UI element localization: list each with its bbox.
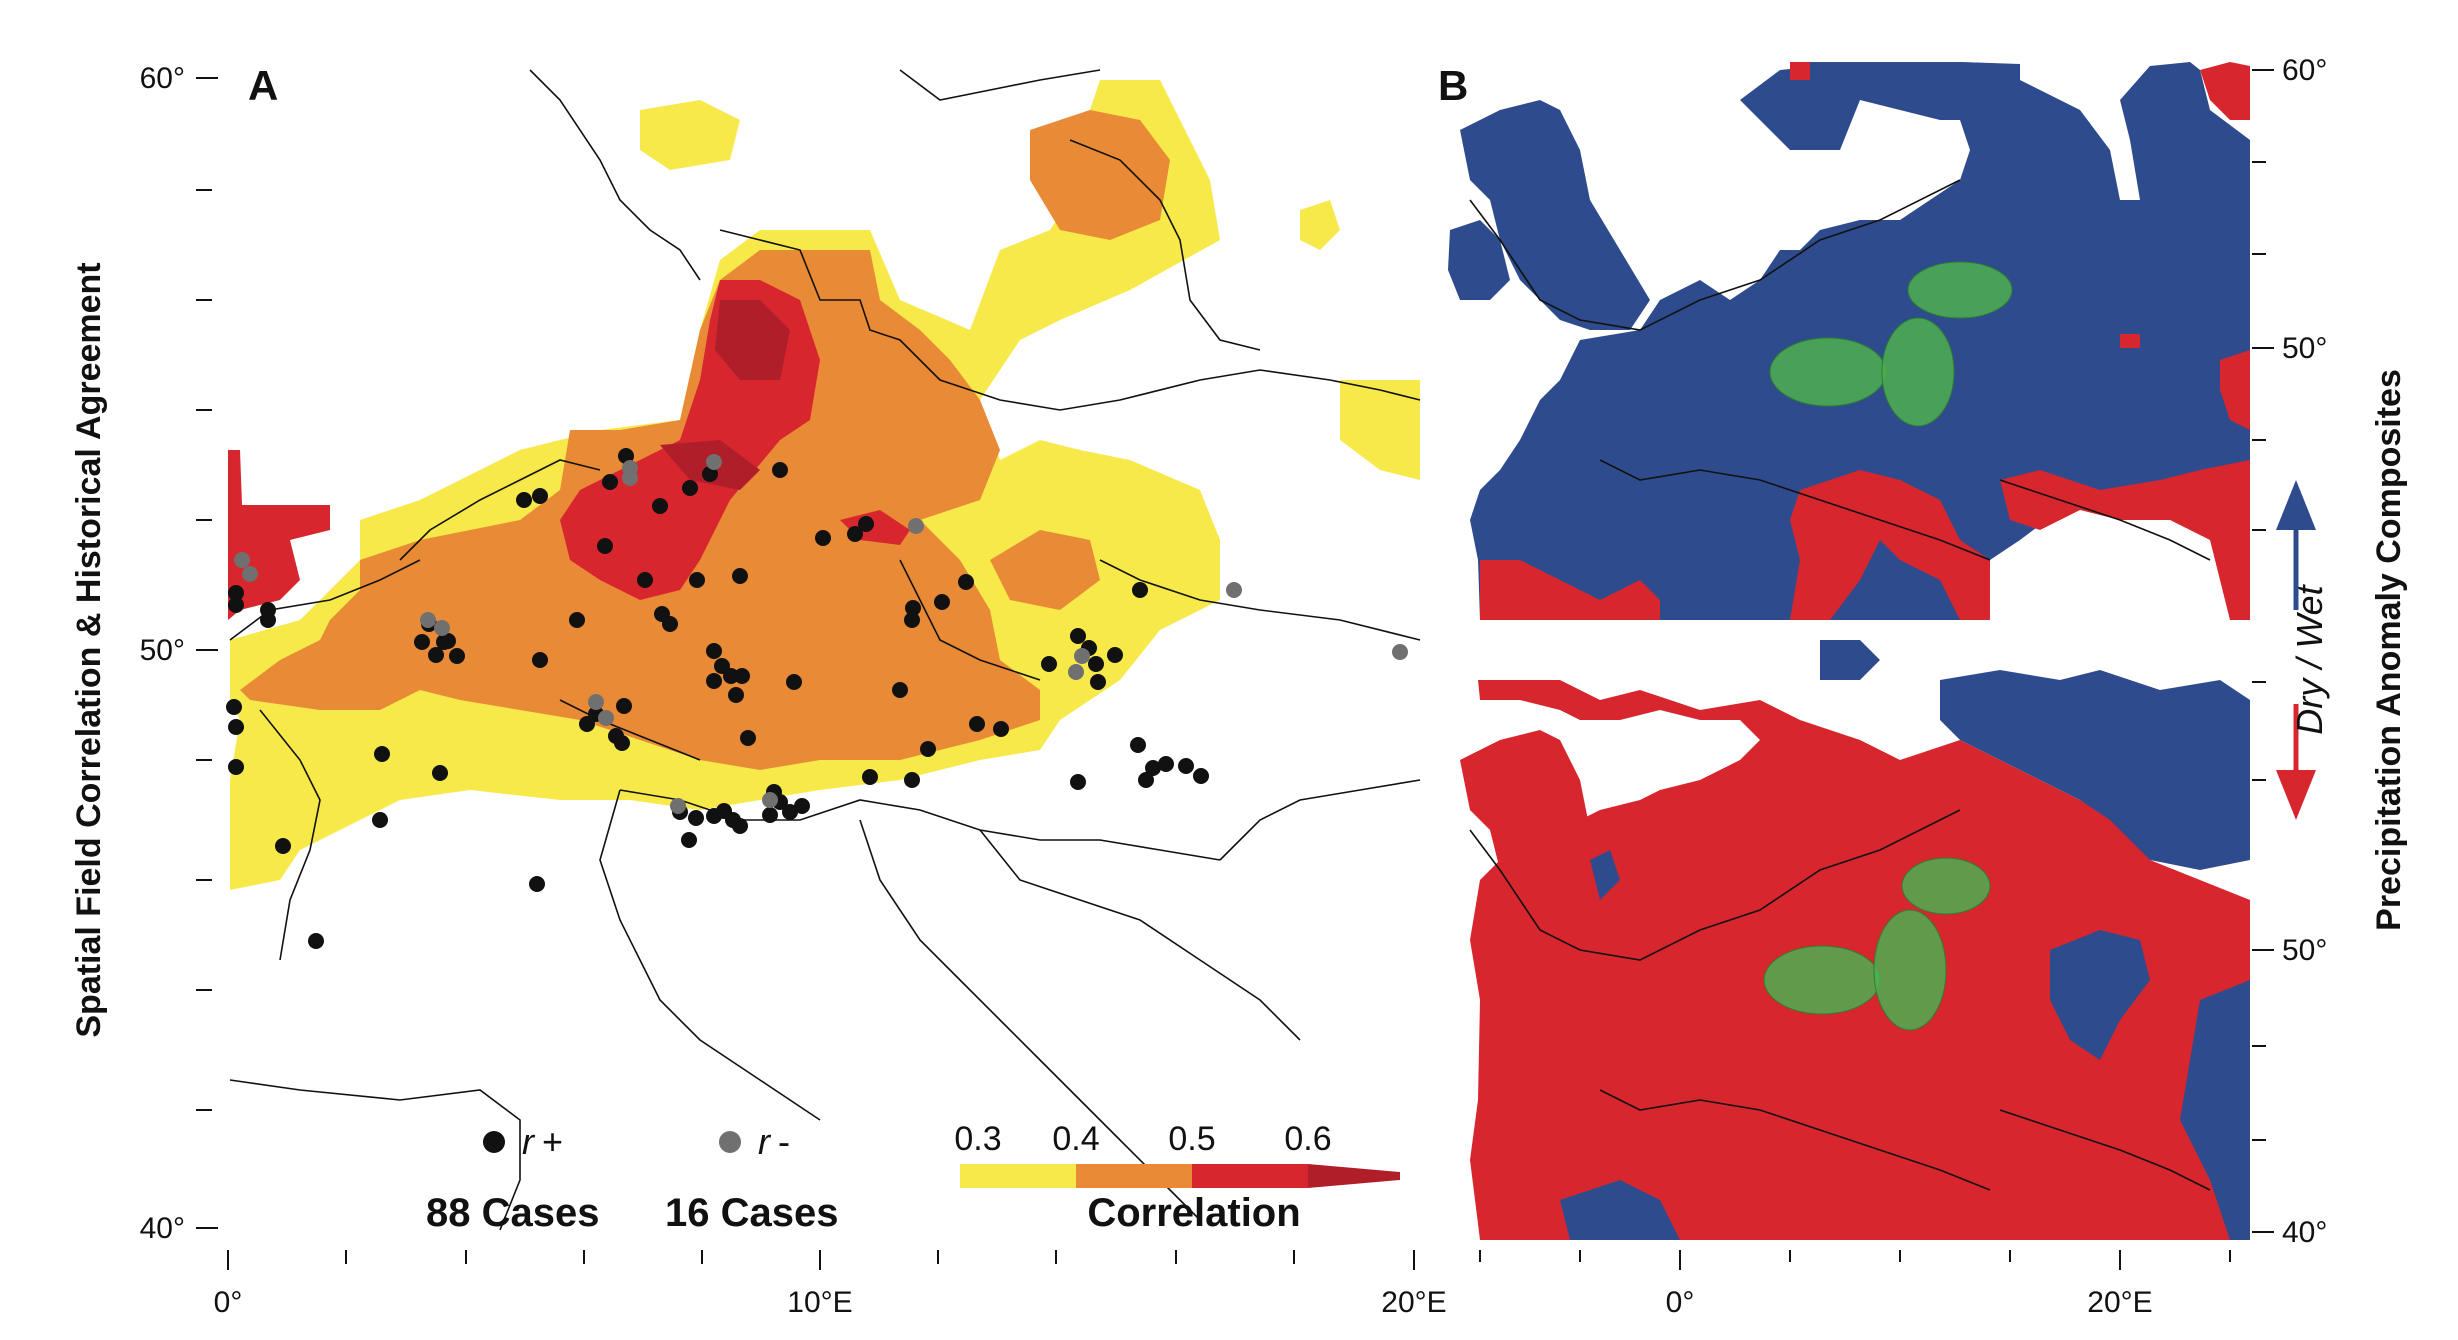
colorbar: 0.3 0.4 0.5 0.6 Correlation — [954, 1120, 1400, 1235]
legend-pos-label: r + — [522, 1121, 563, 1162]
panel-a-lat-60: 60° — [140, 62, 185, 95]
panel-b-lat-50-bottom: 50° — [2282, 934, 2327, 967]
corr-region-04b — [1030, 110, 1170, 240]
sites-negative — [234, 454, 1408, 814]
colorbar-bin-04 — [1076, 1164, 1192, 1188]
panel-b-lat-50-top: 50° — [2282, 332, 2327, 365]
dry-region-top-4 — [2220, 350, 2250, 430]
panel-b-top-map — [1448, 62, 2250, 620]
corr-region-03c — [1340, 380, 1420, 480]
panel-b-lon-20: 20°E — [2087, 1286, 2152, 1319]
panel-a-lat-40: 40° — [140, 1212, 185, 1245]
panel-a-lon-axis — [227, 1250, 1415, 1270]
colorbar-bin-05 — [1192, 1164, 1308, 1188]
panel-a-letter: A — [248, 62, 278, 109]
panel-b-letter: B — [1438, 62, 1468, 109]
panel-b-lon-0: 0° — [1666, 1286, 1695, 1319]
wet-dry-label: Dry / Wet — [2289, 583, 2330, 734]
wet-region-top-ire — [1448, 220, 1510, 300]
corr-region-03d — [1300, 200, 1340, 250]
panel-b-lon-axis — [1479, 1250, 2231, 1270]
panel-a-lat-50: 50° — [140, 634, 185, 667]
panel-b-top-sites — [1769, 261, 2013, 427]
wet-region-bottom-4 — [1560, 1180, 1680, 1240]
colorbar-bin-03 — [960, 1164, 1076, 1188]
wet-region-bottom-2 — [2050, 930, 2150, 1060]
colorbar-tick-04: 0.4 — [1052, 1120, 1099, 1158]
legend-neg-label: r- — [758, 1121, 790, 1162]
corr-region-06 — [715, 300, 790, 380]
dry-arrow-head — [2276, 770, 2316, 820]
dry-region-top-7 — [2120, 334, 2140, 348]
wet-region-bottom-1 — [1940, 670, 2250, 870]
legend-pos-count: 88 Cases — [426, 1191, 599, 1235]
panel-b-lat-axis — [2252, 69, 2274, 1233]
colorbar-title: Correlation — [1087, 1191, 1300, 1235]
corr-region-04c — [990, 530, 1100, 610]
colorbar-tick-05: 0.5 — [1168, 1120, 1215, 1158]
wet-arrow-head — [2276, 480, 2316, 530]
panel-b-bottom-map — [1460, 640, 2250, 1240]
dry-region-bottom-uk — [1460, 730, 1650, 960]
dry-region-top-1 — [1480, 560, 1660, 620]
dry-region-top-5 — [2200, 62, 2250, 120]
colorbar-tick-03: 0.3 — [954, 1120, 1001, 1158]
panel-b-coastlines — [1469, 179, 2211, 1191]
wet-dry-arrows: Dry / Wet — [2276, 480, 2330, 820]
panel-a: A 60° 50° 40° — [140, 62, 1447, 1319]
corr-region-03b — [640, 100, 740, 170]
panel-b-lat-60: 60° — [2282, 54, 2327, 87]
wet-region-bottom-6 — [1590, 850, 1620, 900]
panel-a-lon-0: 0° — [214, 1286, 243, 1319]
correlation-field — [228, 80, 1420, 890]
colorbar-tick-06: 0.6 — [1284, 1120, 1331, 1158]
panel-a-lon-20: 20°E — [1381, 1286, 1446, 1319]
left-axis-title: Spatial Field Correlation & Historical A… — [70, 262, 108, 1037]
wet-region-top-uk — [1460, 100, 1650, 330]
colorbar-bin-06 — [1308, 1164, 1400, 1188]
panel-a-lat-axis — [196, 77, 218, 1229]
wet-region-bottom-3 — [2180, 980, 2250, 1240]
dry-region-top-6 — [1790, 62, 1810, 80]
sites-legend: r + r- 88 Cases 16 Cases — [426, 1121, 838, 1235]
panel-b: B — [1438, 54, 2330, 1319]
legend-neg-count: 16 Cases — [665, 1191, 838, 1235]
right-axis-title: Precipitation Anomaly Composites — [2370, 369, 2408, 931]
legend-pos-marker — [483, 1131, 505, 1153]
legend-neg-marker — [719, 1131, 741, 1153]
panel-a-lon-10: 10°E — [787, 1286, 852, 1319]
wet-region-bottom-5 — [1820, 640, 1880, 680]
panel-b-bottom-sites — [1763, 857, 1991, 1031]
wet-region-top-scan — [1790, 62, 2030, 120]
panel-b-lat-40: 40° — [2282, 1216, 2327, 1249]
